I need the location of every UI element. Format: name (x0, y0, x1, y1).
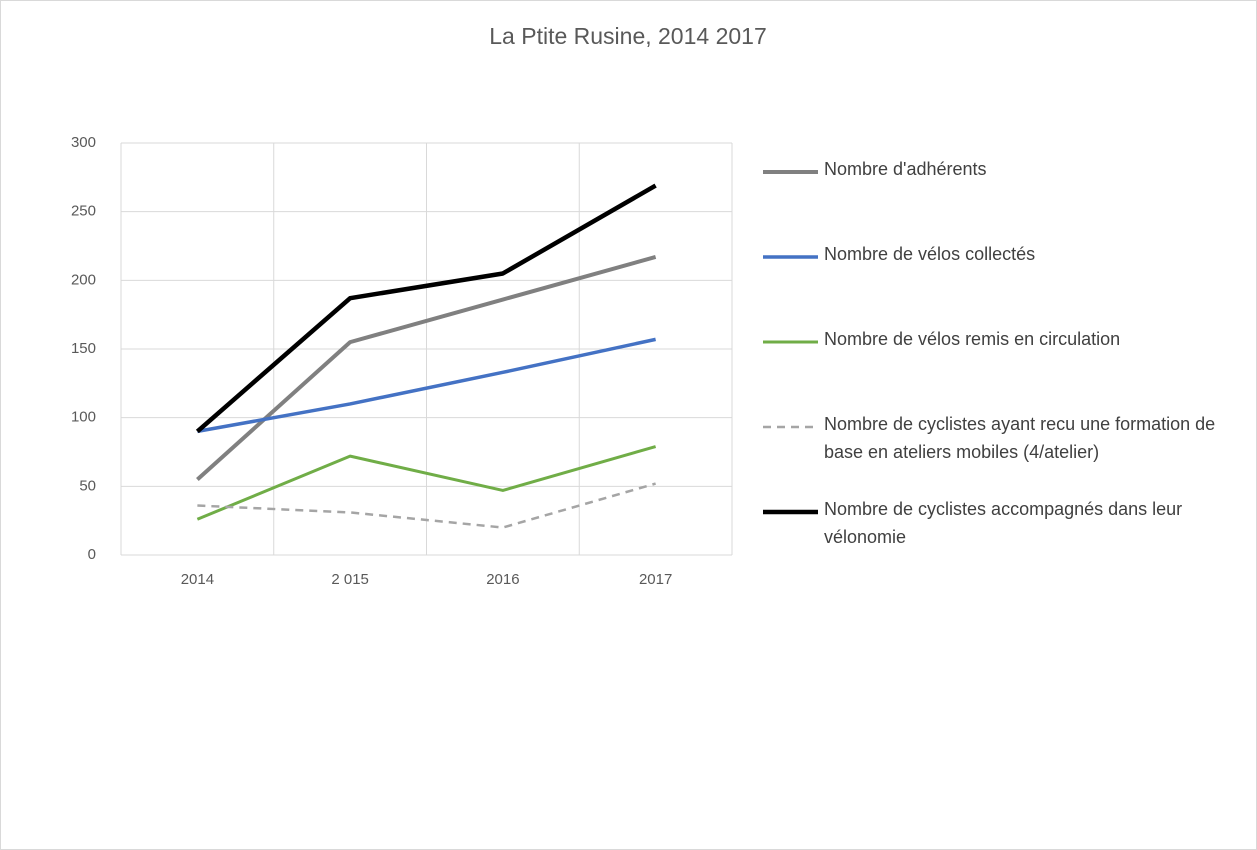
legend-item: Nombre de vélos collectés (760, 240, 1240, 268)
chart-title: La Ptite Rusine, 2014 2017 (489, 23, 766, 49)
y-tick-label: 250 (71, 203, 96, 220)
legend-label: Nombre de vélos remis en circulation (824, 329, 1121, 349)
series-line (196, 445, 657, 521)
legend-label: Nombre d'adhérents (824, 159, 987, 179)
legend-item: Nombre de cyclistes accompagnés dans leu… (760, 495, 1240, 551)
y-tick-label: 150 (71, 340, 96, 357)
legend-swatch (763, 425, 818, 429)
x-tick-label: 2 015 (331, 571, 369, 588)
y-tick-label: 200 (71, 271, 96, 288)
legend-label: Nombre de cyclistes ayant recu une forma… (824, 414, 1216, 462)
legend-item: Nombre de vélos remis en circulation (760, 325, 1240, 353)
series-line (197, 482, 656, 529)
legend-swatch (763, 509, 818, 515)
y-tick-label: 300 (71, 134, 96, 151)
legend-swatch (763, 170, 818, 174)
x-tick-label: 2017 (639, 571, 672, 588)
y-tick-label: 0 (88, 546, 96, 563)
y-tick-label: 50 (79, 477, 96, 494)
series-line (195, 183, 657, 434)
legend-item: Nombre d'adhérents (760, 155, 1240, 183)
series-line (196, 255, 657, 481)
series-line (197, 337, 656, 434)
legend-swatch (763, 255, 818, 259)
legend-label: Nombre de vélos collectés (824, 244, 1036, 264)
x-tick-label: 2014 (181, 571, 214, 588)
legend-item: Nombre de cyclistes ayant recu une forma… (760, 410, 1240, 466)
legend-label: Nombre de cyclistes accompagnés dans leu… (824, 499, 1183, 547)
y-tick-label: 100 (71, 409, 96, 426)
x-tick-label: 2016 (486, 571, 519, 588)
legend-swatch (763, 340, 818, 344)
